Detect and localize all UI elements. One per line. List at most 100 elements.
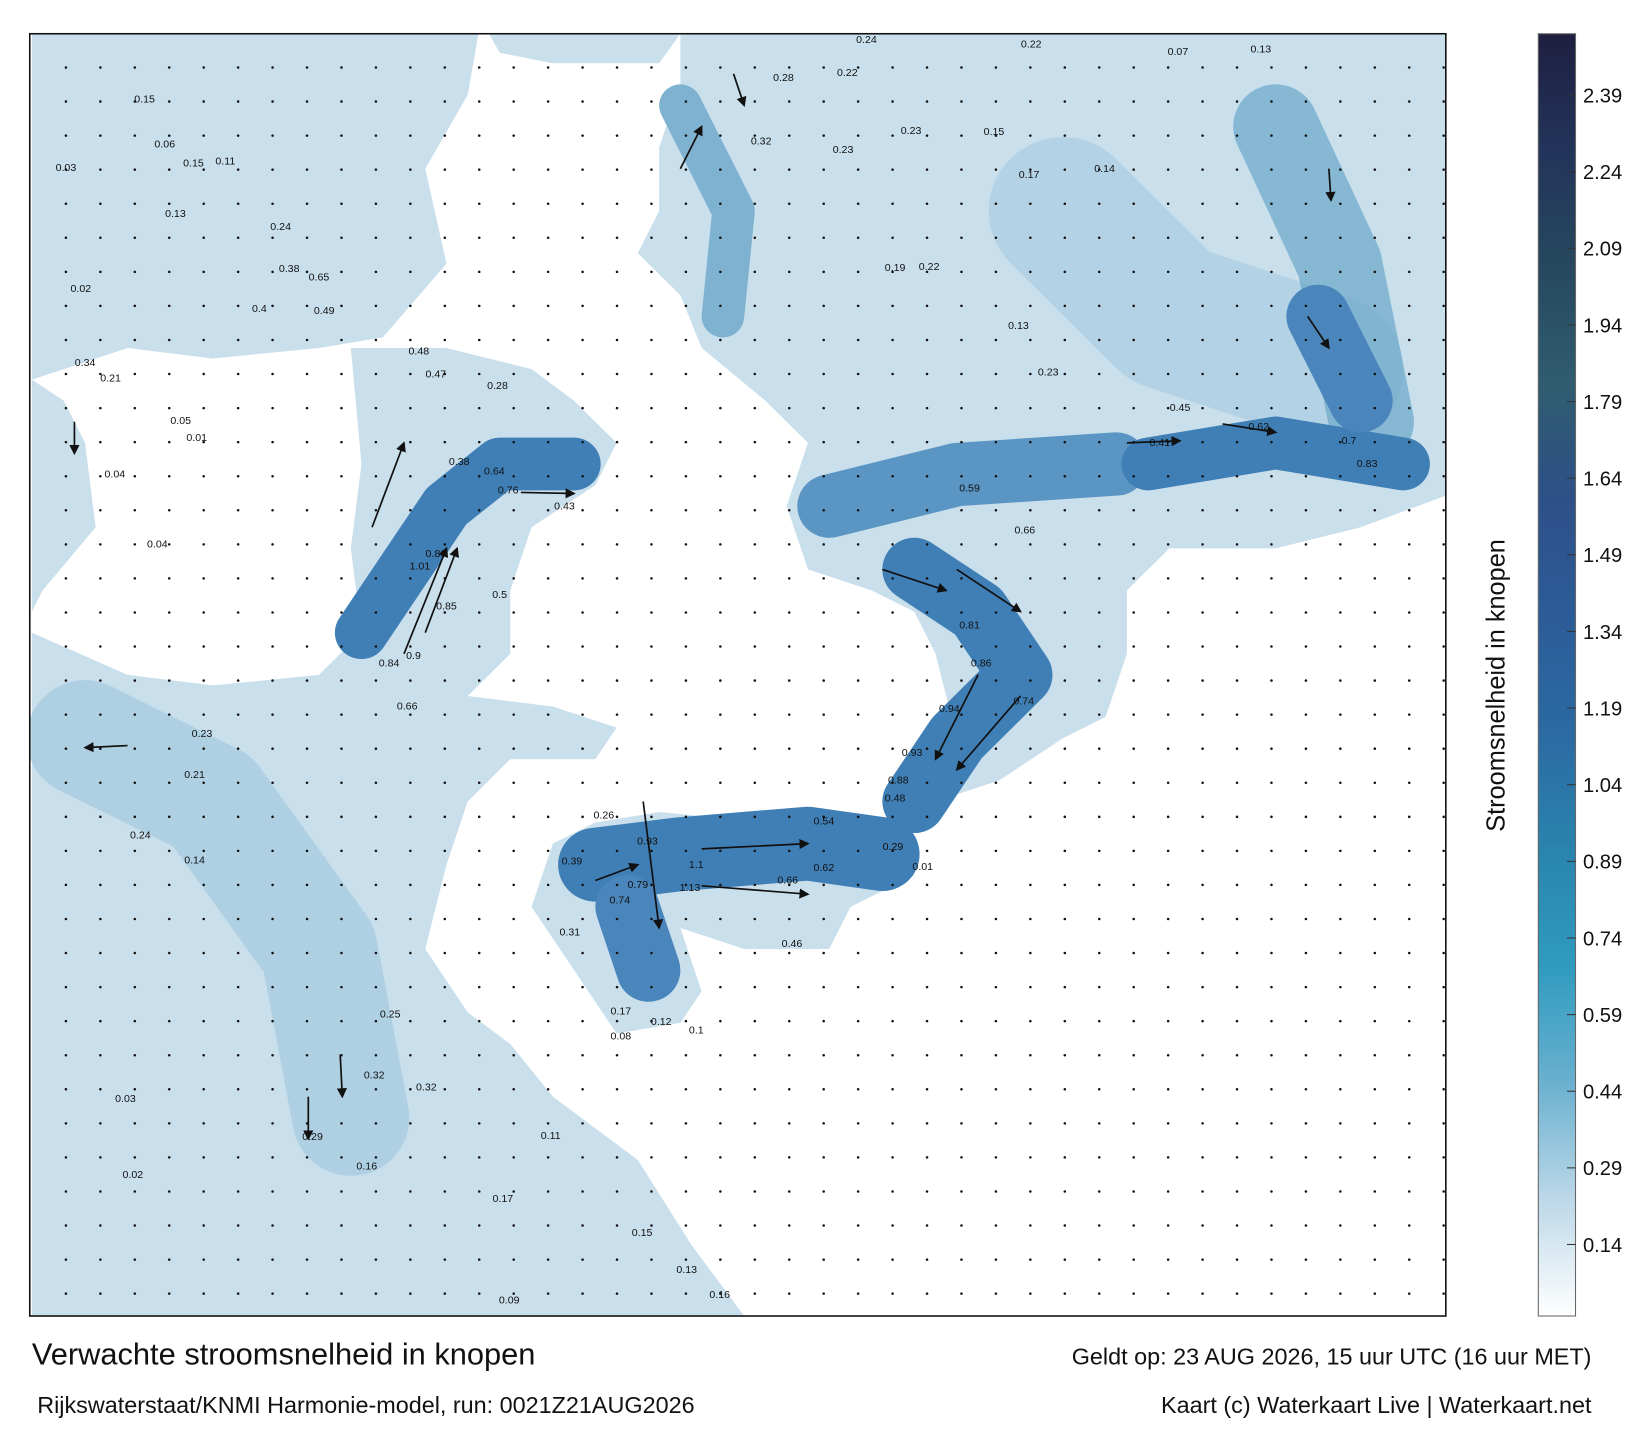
speed-label: 0.25 xyxy=(380,1009,401,1021)
speed-label: 0.29 xyxy=(302,1131,323,1143)
speed-label: 0.83 xyxy=(1357,458,1378,470)
speed-label: 0.59 xyxy=(959,482,980,494)
speed-label: 0.34 xyxy=(75,357,96,369)
colorbar-tick-label: 2.24 xyxy=(1583,162,1622,184)
speed-label: 0.09 xyxy=(499,1294,520,1306)
colorbar-tick-label: 1.19 xyxy=(1583,699,1622,721)
speed-label: 0.65 xyxy=(309,272,330,284)
colorbar-tick-label: 0.59 xyxy=(1583,1005,1622,1027)
speed-label: 0.23 xyxy=(1038,366,1059,378)
speed-label: 0.06 xyxy=(154,139,175,151)
title: Verwachte stroomsnelheid in knopen xyxy=(32,1337,536,1372)
colorbar-tick-label: 1.49 xyxy=(1583,545,1622,567)
speed-label: 0.13 xyxy=(1008,320,1029,332)
speed-label: 0.22 xyxy=(1021,38,1042,50)
speed-label: 0.88 xyxy=(888,775,909,787)
speed-label: 0.16 xyxy=(709,1289,730,1301)
speed-label: 0.17 xyxy=(611,1005,632,1017)
speed-label: 0.21 xyxy=(100,373,121,385)
speed-label: 0.13 xyxy=(165,208,186,220)
speed-label: 0.02 xyxy=(123,1169,144,1181)
speed-label: 0.66 xyxy=(397,701,418,713)
speed-label: 0.28 xyxy=(773,72,794,84)
speed-label: 0.86 xyxy=(426,548,447,560)
speed-label: 1.1 xyxy=(689,859,704,871)
speed-label: 0.26 xyxy=(594,809,615,821)
speed-label: 0.39 xyxy=(562,856,583,868)
colorbar-tick-label: 1.79 xyxy=(1583,392,1622,414)
speed-label: 0.08 xyxy=(611,1031,632,1043)
speed-label: 0.04 xyxy=(104,469,125,481)
credit: Kaart (c) Waterkaart Live | Waterkaart.n… xyxy=(1161,1392,1592,1418)
speed-label: 0.13 xyxy=(1250,44,1271,56)
speed-label: 0.85 xyxy=(436,601,457,613)
colorbar-ramp xyxy=(1537,33,1577,1317)
speed-label: 0.05 xyxy=(170,415,191,427)
speed-label: 0.41 xyxy=(1150,437,1171,449)
colorbar-tick-label: 1.64 xyxy=(1583,469,1622,491)
colorbar-tick-label: 2.09 xyxy=(1583,239,1622,261)
speed-label: 0.49 xyxy=(314,305,335,317)
speed-label: 0.11 xyxy=(541,1130,561,1142)
speed-label: 0.93 xyxy=(637,836,658,848)
speed-label: 0.79 xyxy=(628,879,649,891)
colorbar-tick-label: 1.34 xyxy=(1583,622,1622,644)
speed-label: 0.03 xyxy=(56,162,77,174)
speed-label: 0.32 xyxy=(364,1070,385,1082)
colorbar-tick-label: 2.39 xyxy=(1583,85,1622,107)
speed-label: 0.4 xyxy=(252,303,267,315)
speed-label: 0.29 xyxy=(883,841,904,853)
speed-label: 0.62 xyxy=(814,862,835,874)
speed-label: 0.16 xyxy=(356,1160,377,1172)
speed-label: 0.22 xyxy=(837,67,858,79)
speed-label: 0.32 xyxy=(751,136,772,148)
speed-label: 0.38 xyxy=(279,263,300,275)
speed-label: 0.31 xyxy=(559,926,580,938)
speed-label: 1.01 xyxy=(410,560,431,572)
speed-label: 0.5 xyxy=(492,589,507,601)
speed-label: 0.48 xyxy=(885,792,906,804)
speed-label: 0.94 xyxy=(939,703,960,715)
speed-label: 0.38 xyxy=(449,456,470,468)
speed-label: 0.14 xyxy=(184,855,205,867)
speed-label: 0.62 xyxy=(1248,421,1269,433)
colorbar-tick-label: 0.74 xyxy=(1583,928,1622,950)
colorbar-tick-label: 0.44 xyxy=(1583,1082,1622,1104)
speed-label: 0.02 xyxy=(70,283,91,295)
speed-label: 0.17 xyxy=(1019,169,1040,181)
speed-label: 0.24 xyxy=(856,34,877,46)
speed-label: 0.54 xyxy=(814,816,835,828)
source: Rijkswaterstaat/KNMI Harmonie-model, run… xyxy=(37,1392,694,1418)
speed-label: 0.47 xyxy=(426,369,447,381)
speed-label: 0.23 xyxy=(192,728,213,740)
speed-label: 0.66 xyxy=(777,875,798,887)
speed-label: 0.66 xyxy=(1014,525,1035,537)
speed-label: 0.03 xyxy=(115,1093,136,1105)
speed-label: 0.32 xyxy=(416,1081,437,1093)
speed-label: 0.81 xyxy=(959,620,980,632)
colorbar-tick-label: 1.94 xyxy=(1583,315,1622,337)
speed-label: 0.9 xyxy=(406,650,421,662)
colorbar-tick-label: 0.14 xyxy=(1583,1235,1622,1257)
speed-label: 0.12 xyxy=(651,1016,672,1028)
speed-label: 0.01 xyxy=(912,861,933,873)
colorbar-tick-label: 1.04 xyxy=(1583,775,1622,797)
speed-label: 0.74 xyxy=(1013,695,1034,707)
speed-label: 0.24 xyxy=(270,221,291,233)
speed-label: 0.15 xyxy=(183,158,204,170)
speed-label: 0.23 xyxy=(833,144,854,156)
speed-label: 1.13 xyxy=(680,882,701,894)
speed-label: 0.1 xyxy=(689,1024,704,1036)
map: 0.15 0.06 0.03 0.15 0.11 0.13 0.24 0.38 0.65 0.4 0… xyxy=(29,33,1446,1317)
speed-label: 0.93 xyxy=(902,747,923,759)
speed-label: 0.04 xyxy=(147,538,168,550)
speed-label: 0.43 xyxy=(554,500,575,512)
speed-label: 0.84 xyxy=(379,657,400,669)
valid-time: Geldt op: 23 AUG 2026, 15 uur UTC (16 uu… xyxy=(1072,1344,1592,1370)
speed-label: 0.21 xyxy=(184,769,205,781)
map-frame xyxy=(28,32,1447,1317)
colorbar-label: Stroomsnelheid in knopen xyxy=(1482,539,1510,832)
speed-label: 0.15 xyxy=(632,1227,653,1239)
speed-label: 0.86 xyxy=(971,657,992,669)
